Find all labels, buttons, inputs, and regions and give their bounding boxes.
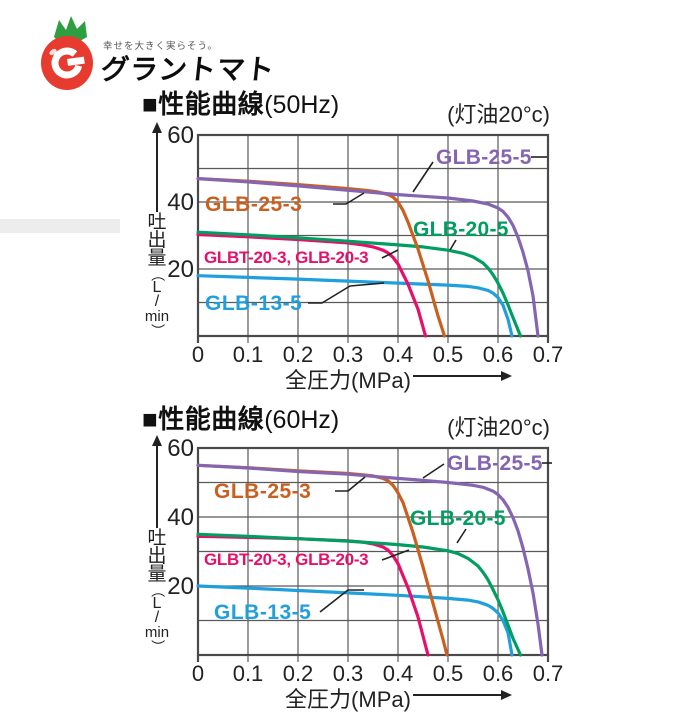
x-tick-label: 0.6 bbox=[482, 661, 514, 686]
series-label-glb-20-5: GLB-20-5 bbox=[413, 218, 509, 241]
y-axis-unit-char: min bbox=[144, 308, 170, 325]
y-tick-label: 40 bbox=[167, 189, 194, 216]
y-axis-unit-char: L bbox=[152, 279, 162, 296]
x-tick-label: 0.3 bbox=[332, 661, 364, 686]
series-label-glb-13-5: GLB-13-5 bbox=[214, 601, 312, 624]
chart1-title-main: ■性能曲線 bbox=[142, 89, 265, 119]
x-tick-label: 0.5 bbox=[432, 342, 464, 367]
logo-tagline: 幸せを大きく実らそう。 bbox=[103, 41, 218, 52]
y-axis-unit-char: （ bbox=[149, 583, 166, 598]
chart1-condition: (灯油20°c) bbox=[447, 102, 550, 127]
logo-brand-text: グラントマト bbox=[99, 54, 277, 85]
series-label-glb-25-3: GLB-25-3 bbox=[205, 193, 303, 216]
chart2-x-axis-label: 全圧力(MPa) bbox=[285, 687, 411, 712]
x-tick-label: 0.6 bbox=[482, 342, 514, 367]
x-tick-label: 0.1 bbox=[232, 661, 264, 686]
x-tick-label: 0.4 bbox=[382, 342, 414, 367]
chart2-condition: (灯油20°c) bbox=[447, 415, 550, 440]
y-axis-unit-char: 出 bbox=[147, 546, 167, 567]
y-axis-unit-char: 量 bbox=[147, 564, 167, 585]
scan-artifact-band bbox=[0, 219, 120, 233]
y-axis-unit-label: 吐出量（L / min） bbox=[136, 212, 178, 338]
series-label-glb-25-5: GLB-25-5 bbox=[436, 146, 532, 169]
y-axis-unit-label: 吐出量（L / min） bbox=[136, 528, 178, 654]
x-tick-label: 0.7 bbox=[532, 661, 564, 686]
chart1-title: ■性能曲線(50Hz) bbox=[142, 84, 339, 121]
y-axis-unit-char: ） bbox=[149, 323, 166, 338]
y-axis-unit-char: 量 bbox=[147, 248, 167, 269]
x-tick-label: 0.1 bbox=[232, 342, 264, 367]
chart2-title: ■性能曲線(60Hz) bbox=[142, 399, 339, 436]
x-tick-label: 0.2 bbox=[282, 342, 314, 367]
series-label-glb-25-5: GLB-25-5 bbox=[447, 452, 543, 475]
x-tick-label: 0.3 bbox=[332, 342, 364, 367]
brand-logo: 幸せを大きく実らそう。 グラントマト bbox=[40, 10, 300, 90]
y-axis-unit-char: min bbox=[144, 624, 170, 641]
x-tick-label: 0 bbox=[191, 342, 205, 367]
y-tick-label: 20 bbox=[167, 573, 194, 600]
tomato-logo-icon bbox=[41, 16, 93, 90]
y-tick-label: 40 bbox=[167, 504, 194, 531]
series-label-glbt-20-3: GLBT-20-3, GLB-20-3 bbox=[204, 550, 369, 569]
y-axis-unit-char: 出 bbox=[147, 230, 167, 251]
chart2-title-main: ■性能曲線 bbox=[142, 404, 265, 434]
y-axis-unit-char: 吐 bbox=[147, 528, 167, 549]
y-tick-label: 20 bbox=[167, 256, 194, 283]
chart1-title-freq: (50Hz) bbox=[264, 91, 340, 119]
y-tick-label: 60 bbox=[167, 435, 194, 462]
x-tick-label: 0.5 bbox=[432, 661, 464, 686]
x-tick-label: 0.2 bbox=[282, 661, 314, 686]
y-axis-unit-char: L bbox=[152, 595, 162, 612]
chart1-x-axis-label: 全圧力(MPa) bbox=[285, 368, 411, 393]
x-tick-label: 0 bbox=[191, 661, 205, 686]
y-axis-unit-char: ） bbox=[149, 639, 166, 654]
x-tick-label: 0.4 bbox=[382, 661, 414, 686]
chart2-title-freq: (60Hz) bbox=[264, 406, 340, 434]
x-tick-label: 0.7 bbox=[532, 342, 564, 367]
series-label-glbt-20-3: GLBT-20-3, GLB-20-3 bbox=[204, 248, 369, 267]
y-axis-unit-char: / bbox=[154, 293, 160, 310]
y-axis-unit-char: 吐 bbox=[147, 212, 167, 233]
y-axis-unit-char: / bbox=[154, 609, 160, 626]
series-label-glb-25-3: GLB-25-3 bbox=[214, 480, 312, 503]
series-label-glb-20-5: GLB-20-5 bbox=[410, 507, 506, 530]
y-tick-label: 60 bbox=[167, 122, 194, 149]
series-label-glb-13-5: GLB-13-5 bbox=[205, 292, 303, 315]
y-axis-unit-char: （ bbox=[149, 267, 166, 282]
